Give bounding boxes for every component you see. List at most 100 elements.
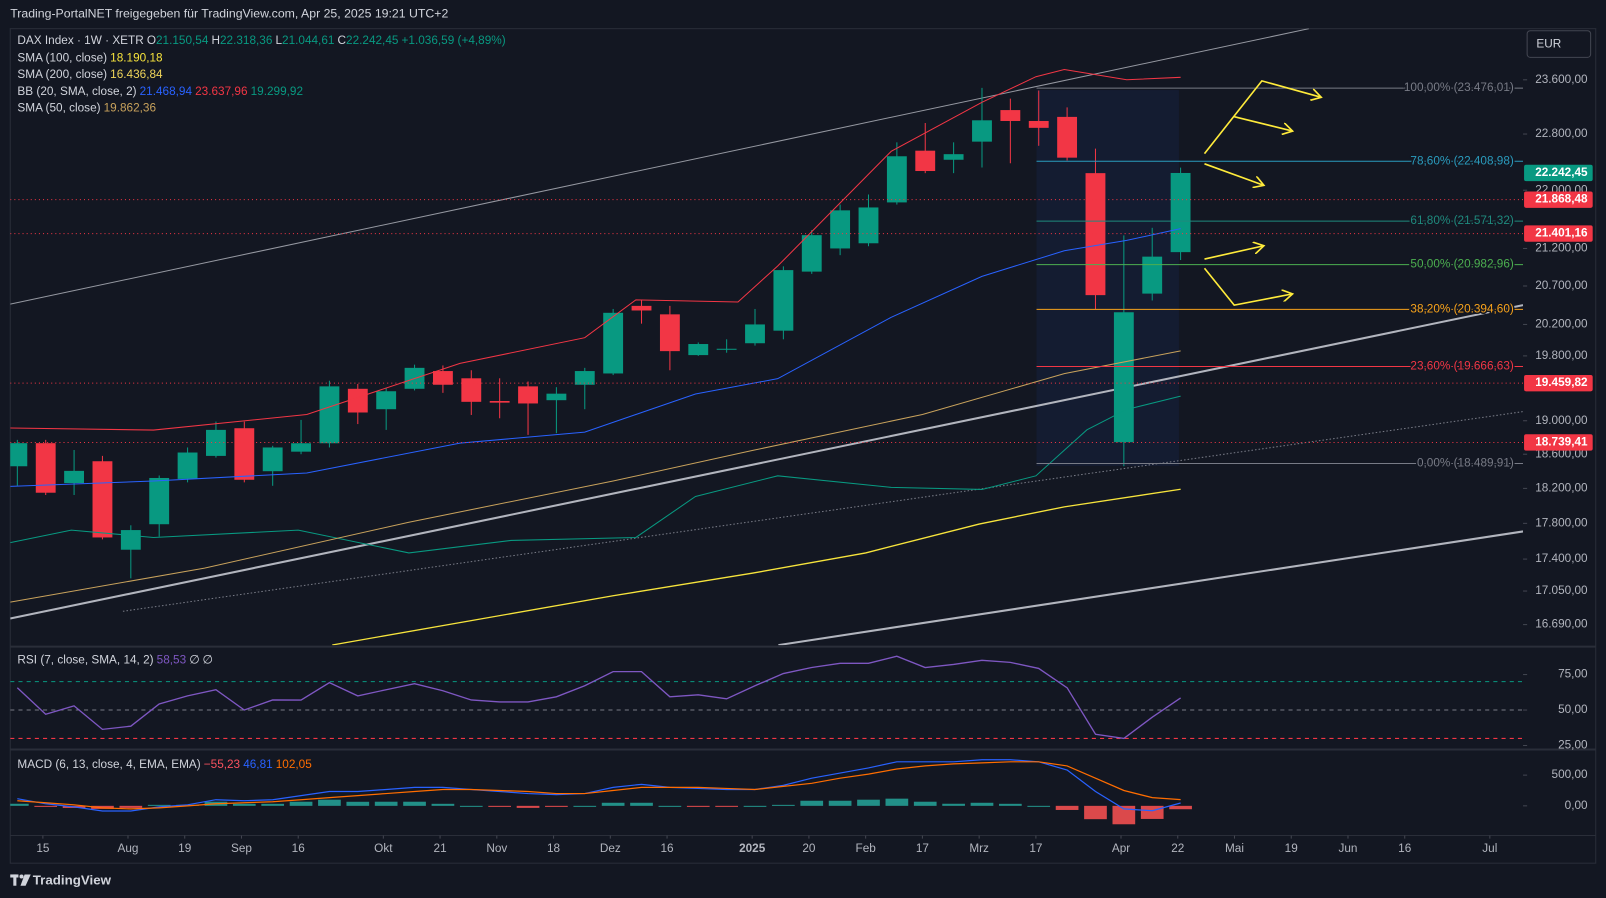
logo-part xyxy=(20,874,31,886)
y-tick-label: 22.800,00 xyxy=(1535,127,1588,140)
indicator-value: 58,53 xyxy=(156,654,187,667)
last-price-box xyxy=(1524,164,1593,182)
y-tick-label: 20.200,00 xyxy=(1535,318,1588,331)
histogram-bar xyxy=(119,805,143,808)
legend-row: RSI (7, close, SMA, 14, 2) 58,53 ∅ ∅ xyxy=(17,652,215,669)
indicator-value: 16.436,84 xyxy=(110,68,163,81)
currency-box[interactable] xyxy=(1526,30,1592,58)
legend-row: SMA (50, close) 19.862,36 xyxy=(17,100,508,117)
candle-body xyxy=(943,154,964,160)
ohlc-name: O xyxy=(146,34,156,48)
histogram-bar xyxy=(970,802,994,806)
histogram-bar xyxy=(289,801,313,806)
arrow xyxy=(1204,246,1264,260)
logo xyxy=(10,874,31,886)
x-tick-label: 15 xyxy=(36,842,50,855)
histogram-bar xyxy=(147,804,171,806)
histogram-bar xyxy=(516,805,540,808)
currency[interactable]: EUR xyxy=(1536,38,1561,51)
ohlc-value: 22.242,45 xyxy=(346,34,399,48)
histogram-bar xyxy=(1027,805,1051,807)
ohlc-name: H xyxy=(211,34,220,48)
ohlc-value: 21.044,61 xyxy=(282,34,335,48)
price-label-box xyxy=(1524,191,1593,208)
histogram-bar xyxy=(459,805,483,807)
candle-body xyxy=(1085,173,1106,296)
legend-row: SMA (100, close) 18.190,18 xyxy=(17,50,508,67)
candle-body xyxy=(376,391,397,410)
candle-body xyxy=(972,120,992,142)
histogram-bar xyxy=(743,805,767,807)
channel-line xyxy=(122,411,1524,612)
histogram-bar xyxy=(374,801,398,806)
candle-body xyxy=(801,235,822,272)
y-tick-label: 75,00 xyxy=(1558,668,1588,681)
y-tick-label: 0,00 xyxy=(1565,799,1588,812)
candle-body xyxy=(1028,120,1049,128)
candle-body xyxy=(489,401,510,403)
y-tick-label: 17.400,00 xyxy=(1535,552,1588,565)
axes: 23.600,0022.800,0022.000,0021.200,0020.7… xyxy=(36,73,1593,855)
candle-body xyxy=(1057,116,1078,158)
price-label-box xyxy=(1524,434,1593,451)
x-tick-label: 16 xyxy=(1398,842,1412,855)
histogram-bar xyxy=(488,805,512,807)
y-tick-label: 21.200,00 xyxy=(1535,242,1588,255)
x-tick-label: 2025 xyxy=(739,842,766,855)
channel-line xyxy=(778,530,1524,646)
histogram-bar xyxy=(999,803,1022,806)
candle-body xyxy=(886,156,907,203)
fib-label: 50,00% (20.982,96) xyxy=(1410,258,1513,271)
x-tick-label: Mrz xyxy=(969,842,989,855)
logo-part xyxy=(19,874,24,879)
indicator-name: SMA (50, close) xyxy=(17,102,101,115)
y-tick-label: 500,00 xyxy=(1552,768,1588,781)
indicator-name: SMA (100, close) xyxy=(17,51,108,64)
histogram-bar xyxy=(10,803,29,806)
candle-body xyxy=(773,270,794,331)
y-tick-label: 23.600,00 xyxy=(1535,73,1588,86)
y-tick-label: 16.690,00 xyxy=(1535,618,1588,631)
histogram-bar xyxy=(1169,805,1192,810)
x-tick-label: Jul xyxy=(1482,842,1497,855)
indicator-line xyxy=(10,395,1181,554)
price-label: 21.401,16 xyxy=(1535,227,1588,240)
main-pane: 100,00% (23.476,01) 78,60% (22.408,98) 61,… xyxy=(10,69,1524,646)
histogram-bar xyxy=(318,799,341,806)
symbol: DAX Index · 1W · XETR xyxy=(17,34,144,48)
candle-body xyxy=(603,312,624,374)
histogram-bar xyxy=(913,801,937,806)
x-tick-label: 21 xyxy=(434,842,447,855)
fib-label: 78,60% (22.408,98) xyxy=(1410,154,1513,167)
price-label: 18.739,41 xyxy=(1535,436,1588,449)
x-tick-label: Nov xyxy=(486,842,507,855)
y-tick-label: 17.050,00 xyxy=(1535,584,1588,597)
candle-body xyxy=(262,447,283,472)
indicator-line xyxy=(10,228,1181,487)
candle-body xyxy=(10,443,28,467)
histogram-bar xyxy=(828,800,852,806)
candle-body xyxy=(716,348,737,350)
indicator-line xyxy=(17,759,1181,812)
fib-label: 0,00% (18.489,91) xyxy=(1417,457,1514,470)
x-tick-label: Jun xyxy=(1338,842,1357,855)
candle-body xyxy=(35,443,56,493)
histogram-bar xyxy=(1055,805,1079,810)
price-label: 19.459,82 xyxy=(1535,376,1588,389)
legend-row: SMA (200, close) 16.436,84 xyxy=(17,67,508,84)
rsi-pane xyxy=(10,655,1524,740)
x-tick-label: 20 xyxy=(802,842,816,855)
indicator-value: 46,81 xyxy=(243,758,273,772)
candle-body xyxy=(64,470,85,484)
histogram-bar xyxy=(601,802,625,806)
arrow xyxy=(1204,163,1264,186)
x-tick-label: Aug xyxy=(118,842,139,855)
indicator-value: −55,23 xyxy=(203,758,241,772)
x-tick-label: 16 xyxy=(661,842,675,855)
histogram-bar xyxy=(346,801,370,806)
candle-body xyxy=(120,530,141,550)
histogram-bar xyxy=(431,803,455,806)
indicator-value: 21.468,94 xyxy=(139,85,193,98)
arrow xyxy=(1234,115,1292,131)
x-tick-label: Mai xyxy=(1225,842,1244,855)
